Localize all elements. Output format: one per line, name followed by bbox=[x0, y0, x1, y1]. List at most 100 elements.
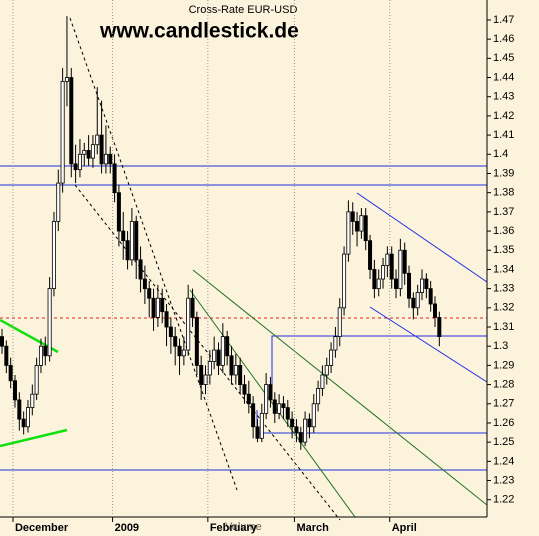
y-tick-label: 1.32 bbox=[493, 302, 514, 314]
chart-subtitle: www.candlestick.de bbox=[99, 20, 299, 43]
y-tick-label: 1.46 bbox=[493, 33, 514, 45]
candle-body bbox=[363, 215, 368, 242]
candle-body bbox=[372, 269, 377, 290]
candle-body bbox=[268, 384, 273, 401]
candle-body bbox=[229, 355, 234, 376]
candle-body bbox=[116, 192, 121, 232]
candle-body bbox=[142, 278, 147, 290]
candle-body bbox=[376, 278, 381, 290]
y-tick-label: 1.36 bbox=[493, 225, 514, 237]
y-tick-label: 1.24 bbox=[493, 455, 514, 467]
candle-body bbox=[350, 211, 355, 222]
candle-body bbox=[225, 336, 230, 357]
candle-body bbox=[428, 288, 433, 305]
dashed-trend bbox=[74, 184, 341, 521]
candle-body bbox=[129, 221, 134, 261]
candle-body bbox=[242, 384, 247, 395]
y-tick-label: 1.22 bbox=[493, 494, 514, 506]
candle-body bbox=[398, 249, 403, 290]
candle-body bbox=[320, 374, 325, 389]
x-tick-label: 2009 bbox=[115, 522, 139, 534]
candle-body bbox=[103, 153, 108, 165]
x-tick-label: April bbox=[392, 522, 417, 534]
x-tick-label: December bbox=[15, 522, 69, 534]
y-tick-label: 1.29 bbox=[493, 359, 514, 371]
candle-body bbox=[432, 303, 437, 318]
candle-body bbox=[69, 77, 74, 165]
y-tick-label: 1.35 bbox=[493, 244, 514, 256]
candle-body bbox=[17, 399, 22, 420]
y-tick-label: 1.28 bbox=[493, 378, 514, 390]
y-tick-label: 1.39 bbox=[493, 167, 514, 179]
candle-body bbox=[160, 297, 165, 313]
candle-body bbox=[21, 418, 26, 428]
candle-body bbox=[407, 272, 412, 299]
y-tick-label: 1.41 bbox=[493, 129, 514, 141]
candle-body bbox=[190, 297, 195, 318]
candle-body bbox=[359, 215, 364, 232]
candle-body bbox=[238, 364, 243, 385]
candle-body bbox=[402, 249, 407, 274]
candle-body bbox=[82, 150, 87, 155]
candle-body bbox=[264, 384, 269, 414]
candle-body bbox=[147, 288, 152, 299]
y-tick-label: 1.37 bbox=[493, 206, 514, 218]
candle-body bbox=[203, 374, 208, 385]
candle-body bbox=[385, 253, 390, 267]
y-tick-label: 1.43 bbox=[493, 91, 514, 103]
candle-body bbox=[294, 426, 299, 433]
candle-body bbox=[329, 349, 334, 366]
y-tick-label: 1.45 bbox=[493, 52, 514, 64]
candle-body bbox=[394, 278, 399, 290]
candle-body bbox=[194, 317, 199, 366]
y-tick-label: 1.23 bbox=[493, 474, 514, 486]
candle-body bbox=[95, 134, 100, 146]
candle-body bbox=[108, 153, 113, 165]
candle-body bbox=[56, 182, 61, 222]
candle-body bbox=[437, 317, 442, 338]
chart-title: Cross-Rate EUR-USD bbox=[189, 4, 298, 16]
candle-body bbox=[112, 163, 117, 194]
candle-body bbox=[43, 345, 48, 357]
candle-body bbox=[411, 297, 416, 309]
candle-body bbox=[251, 403, 256, 428]
green-channel bbox=[192, 269, 488, 506]
blue-level bbox=[271, 335, 487, 395]
dashed-trend bbox=[69, 17, 238, 491]
candle-body bbox=[151, 297, 156, 318]
candle-body bbox=[337, 307, 342, 338]
y-tick-label: 1.4 bbox=[493, 148, 508, 160]
candle-body bbox=[77, 153, 82, 171]
green-channel bbox=[189, 289, 356, 518]
y-tick-label: 1.26 bbox=[493, 417, 514, 429]
blue-channel bbox=[369, 306, 488, 383]
candle-body bbox=[30, 393, 35, 409]
y-tick-label: 1.31 bbox=[493, 321, 514, 333]
x-tick-label: February bbox=[210, 522, 258, 534]
candle-body bbox=[333, 336, 338, 351]
candle-body bbox=[86, 150, 91, 159]
candle-body bbox=[60, 80, 65, 184]
candle-body bbox=[216, 349, 221, 366]
candle-body bbox=[121, 230, 126, 242]
candle-body bbox=[316, 388, 321, 405]
y-tick-label: 1.47 bbox=[493, 14, 514, 26]
candle-body bbox=[164, 311, 169, 328]
candle-body bbox=[199, 364, 204, 385]
candle-body bbox=[424, 278, 429, 290]
candle-body bbox=[186, 297, 191, 351]
candle-body bbox=[246, 393, 251, 405]
candle-body bbox=[4, 345, 9, 366]
candle-body bbox=[212, 349, 217, 362]
candle-body bbox=[420, 278, 425, 293]
candle-body bbox=[285, 407, 290, 420]
candle-body bbox=[324, 364, 329, 376]
candle-body bbox=[134, 221, 139, 261]
y-tick-label: 1.33 bbox=[493, 283, 514, 295]
candle-body bbox=[73, 163, 78, 171]
candle-body bbox=[125, 240, 130, 261]
candle-body bbox=[311, 403, 316, 428]
candle-body bbox=[99, 134, 104, 165]
candle-body bbox=[346, 211, 351, 255]
